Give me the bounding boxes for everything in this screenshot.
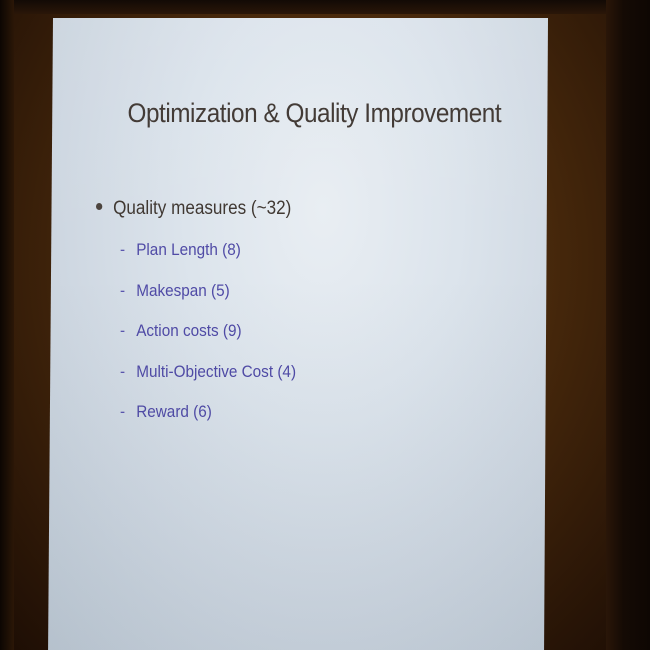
sub-bullet-item: - Makespan (5): [120, 281, 296, 322]
dash-icon: -: [120, 402, 126, 421]
dash-icon: -: [120, 361, 126, 381]
dash-icon: -: [120, 240, 126, 259]
sub-bullet-text: Reward (6): [136, 402, 212, 421]
sub-bullet-item: - Multi-Objective Cost (4): [120, 362, 296, 403]
screen-frame-right: [606, 0, 650, 650]
dash-icon: -: [120, 280, 126, 300]
sub-bullet-text: Multi-Objective Cost (4): [136, 361, 297, 381]
main-bullet-text: Quality measures (~32): [113, 198, 292, 219]
projection-screen: Optimization & Quality Improvement Quali…: [48, 18, 548, 650]
sub-bullet-item: - Plan Length (8): [120, 240, 296, 281]
sub-bullet-item: - Reward (6): [120, 402, 296, 443]
screen-frame-left: [0, 0, 14, 650]
sub-bullet-text: Makespan (5): [136, 280, 230, 300]
slide-title: Optimization & Quality Improvement: [127, 98, 502, 128]
sub-bullet-list: - Plan Length (8) - Makespan (5) - Action c…: [120, 240, 316, 443]
sub-bullet-text: Plan Length (8): [136, 240, 241, 259]
sub-bullet-text: Action costs (9): [136, 321, 242, 340]
dash-icon: -: [120, 321, 126, 340]
screen-frame-top: [0, 0, 650, 14]
main-bullet: Quality measures (~32): [96, 198, 291, 220]
sub-bullet-item: - Action costs (9): [120, 321, 296, 362]
bullet-dot-icon: [96, 203, 103, 211]
